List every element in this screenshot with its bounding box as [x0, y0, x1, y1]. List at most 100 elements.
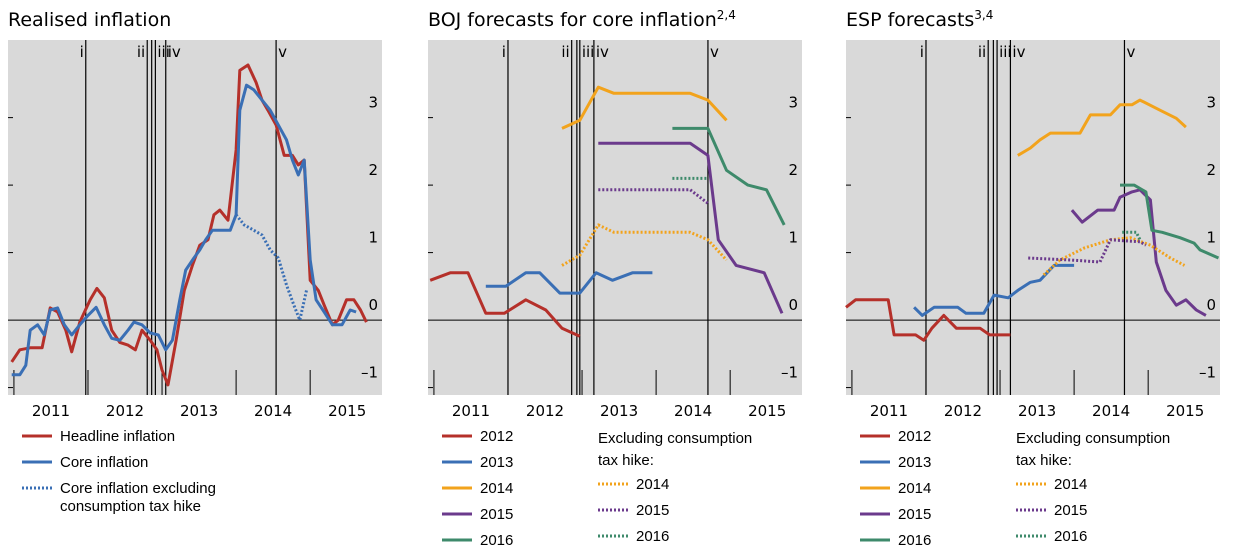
legend-item: 2013 [860, 454, 931, 480]
series-line [1120, 183, 1220, 260]
x-tick-label: 2012 [944, 402, 982, 420]
series-line [1122, 230, 1142, 241]
legend-swatch [598, 534, 628, 538]
y-tick-label: 2 [788, 161, 798, 179]
series-line [429, 271, 581, 338]
x-tick-label: 2015 [1166, 402, 1204, 420]
chart: Realised inflation –1 0 1 2 3 2011 2012 2013 2014… [8, 9, 382, 420]
legend-label: Core inflation [60, 454, 149, 471]
series-line [1017, 98, 1187, 157]
legend-item: 2012 [860, 428, 931, 454]
legend-label: 2015 [480, 506, 514, 523]
legend-column: 2012 2013 2014 2015 2016 [442, 428, 513, 558]
legend-swatch [598, 508, 628, 512]
series-line [1028, 238, 1147, 264]
event-label: i [920, 43, 924, 61]
series-line [561, 85, 728, 130]
y-tick-label: 1 [368, 229, 378, 247]
legend-item: 2014 [598, 476, 763, 502]
legend-swatch [860, 460, 890, 464]
plot-area [846, 40, 1220, 395]
event-label: v [1126, 43, 1135, 61]
legend-column: 2012 2013 2014 2015 2016 [860, 428, 931, 558]
legend-label: 2014 [636, 476, 670, 493]
event-label: ii [978, 43, 986, 61]
y-tick-label: 0 [788, 296, 798, 314]
x-tick-label: 2011 [32, 402, 70, 420]
x-tick-label: 2013 [600, 402, 638, 420]
chart: BOJ forecasts for core inflation2,4 –1 0 1 2… [428, 8, 802, 420]
legend-swatch [22, 486, 52, 490]
legend-swatch [442, 486, 472, 490]
x-tick-label: 2014 [1092, 402, 1130, 420]
series-line [11, 83, 357, 377]
event-label: ii [137, 43, 145, 61]
event-label: v [710, 43, 719, 61]
y-tick-label: 1 [788, 229, 798, 247]
legend-column: Excluding consumption tax hike: 2014 2015 2… [598, 428, 763, 554]
series-line [1042, 236, 1186, 277]
legend-swatch [442, 434, 472, 438]
y-tick-label: –1 [1199, 364, 1216, 382]
legend-label: 2013 [898, 454, 932, 471]
event-label: iv [596, 43, 609, 61]
y-tick-label: –1 [361, 364, 378, 382]
legend-item: 2015 [442, 506, 513, 532]
legend-label: 2015 [636, 502, 670, 519]
legend-swatch [860, 538, 890, 542]
series-line [913, 263, 1075, 317]
x-tick-label: 2011 [870, 402, 908, 420]
panel: BOJ forecasts for core inflation2,4 –1 0 1 2… [420, 0, 824, 552]
series-line [672, 126, 786, 226]
legend-title: Excluding consumption tax hike: [1016, 430, 1171, 469]
legend-item: 2016 [598, 528, 763, 554]
title-text: BOJ forecasts for core inflation [428, 9, 717, 31]
legend-swatch [22, 460, 52, 464]
chart-title: Realised inflation [8, 9, 171, 31]
event-label: i [502, 43, 506, 61]
legend-item: 2014 [442, 480, 513, 506]
event-label: iii [999, 43, 1012, 61]
legend-item: 2014 [860, 480, 931, 506]
legend-swatch [442, 538, 472, 542]
chart: ESP forecasts3,4 –1 0 1 2 3 2011 2012 2013 2014 20… [845, 8, 1220, 420]
series-line [10, 63, 368, 387]
legend-item: 2015 [598, 502, 763, 528]
legend-label: 2016 [480, 532, 514, 549]
legend-item: 2013 [442, 454, 513, 480]
legend-swatch [1016, 482, 1046, 486]
y-tick-label: 0 [368, 296, 378, 314]
event-label: iii [582, 43, 595, 61]
event-label: v [278, 43, 287, 61]
legend-item: Core inflation [22, 454, 280, 480]
chart-title: BOJ forecasts for core inflation2,4 [428, 8, 736, 31]
legend-swatch [442, 512, 472, 516]
legend-label: Headline inflation [60, 428, 176, 445]
panel: Realised inflation –1 0 1 2 3 2011 2012 2013 2014… [0, 0, 404, 552]
series-line [561, 223, 728, 267]
x-tick-label: 2015 [748, 402, 786, 420]
x-tick-label: 2011 [452, 402, 490, 420]
legend-item: 2015 [1016, 502, 1181, 528]
legend-item: Core inflation excluding consumption tax… [22, 480, 280, 524]
legend-label: 2013 [480, 454, 514, 471]
y-tick-label: 3 [788, 94, 798, 112]
legend-item: 2016 [1016, 528, 1181, 554]
legend-swatch [442, 460, 472, 464]
legend-label: 2014 [898, 480, 932, 497]
title-text: ESP forecasts [846, 9, 974, 31]
legend-swatch [22, 434, 52, 438]
legend-label: Core inflation excluding consumption tax… [60, 480, 216, 515]
legend: Headline inflation Core inflation Core inf… [0, 428, 404, 552]
x-tick-label: 2012 [526, 402, 564, 420]
panel: ESP forecasts3,4 –1 0 1 2 3 2011 2012 2013 2014 20… [838, 0, 1242, 552]
x-tick-label: 2015 [328, 402, 366, 420]
y-tick-label: 3 [1206, 94, 1216, 112]
x-tick-label: 2014 [254, 402, 292, 420]
y-tick-label: –1 [781, 364, 798, 382]
event-label: ii [561, 43, 569, 61]
legend-label: 2015 [898, 506, 932, 523]
legend-item: 2012 [442, 428, 513, 454]
legend-label: 2012 [480, 428, 514, 445]
legend-column: Headline inflation Core inflation Core inf… [22, 428, 280, 524]
